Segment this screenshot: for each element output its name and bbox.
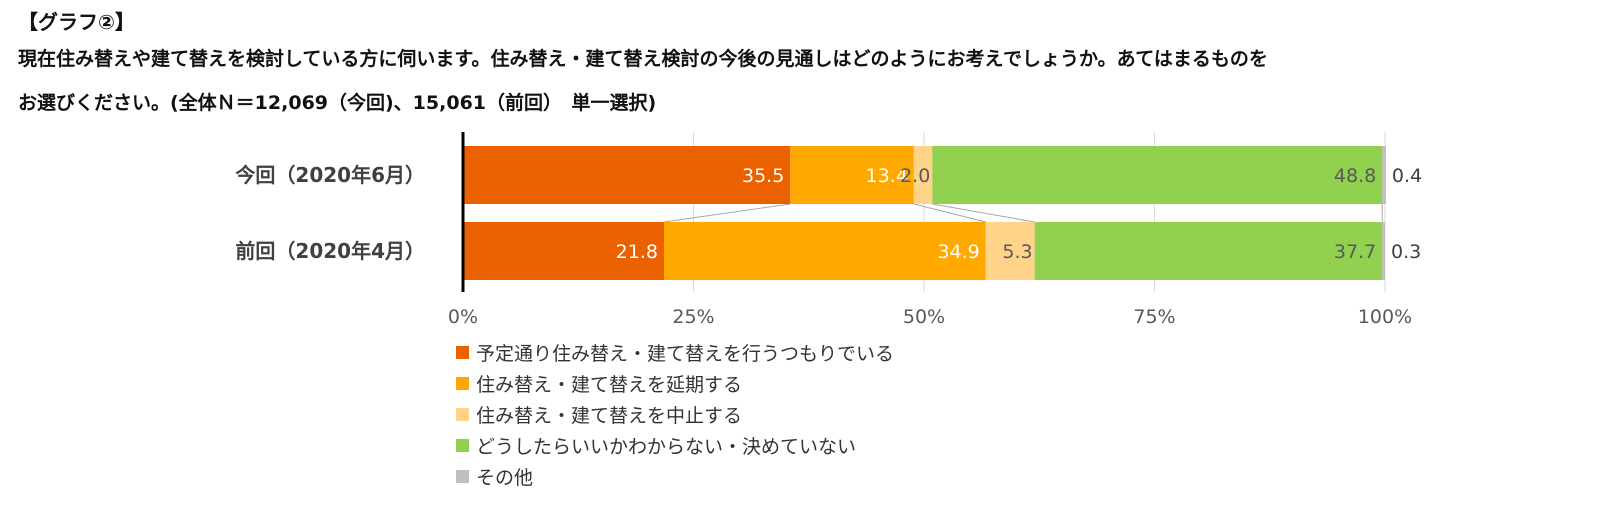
data-label: 37.7 (1334, 241, 1376, 263)
question-text-line1: 現在住み替えや建て替えを検討している方に伺います。住み替え・建て替え検討の今後の… (18, 48, 1268, 70)
legend-swatch (456, 408, 469, 421)
series-connector-line (932, 203, 1035, 223)
data-label: 5.3 (1002, 241, 1032, 263)
legend-swatch (456, 470, 469, 483)
data-label: 2.0 (900, 165, 930, 187)
legend-item: 住み替え・建て替えを延期する (456, 368, 894, 399)
bar-segment (1382, 146, 1386, 204)
data-label: 34.9 (937, 241, 979, 263)
graph-label: 【グラフ②】 (18, 10, 135, 34)
legend-label: その他 (476, 467, 534, 489)
legend-item: その他 (456, 461, 894, 492)
x-tick-label: 75% (1133, 306, 1175, 328)
category-label: 今回（2020年6月） (235, 163, 425, 187)
legend-swatch (456, 377, 469, 390)
bar-segment (463, 222, 664, 280)
bar-segment (790, 146, 914, 204)
chart-legend: 予定通り住み替え・建て替えを行うつもりでいる 住み替え・建て替えを延期する 住み替え… (456, 337, 894, 492)
legend-swatch (456, 439, 469, 452)
x-tick-label: 0% (448, 306, 478, 328)
data-label: 0.4 (1392, 165, 1422, 187)
series-connector-line (913, 203, 986, 223)
x-tick-label: 50% (903, 306, 945, 328)
bar-segment (463, 146, 791, 204)
legend-item: 予定通り住み替え・建て替えを行うつもりでいる (456, 337, 894, 368)
data-label: 35.5 (742, 165, 784, 187)
legend-label: 住み替え・建て替えを中止する (476, 405, 743, 427)
bar-segment (1382, 222, 1385, 280)
bar-segment (1034, 222, 1383, 280)
category-label: 前回（2020年4月） (235, 239, 425, 263)
x-tick-label: 25% (672, 306, 714, 328)
question-text-line2: お選びください。(全体Ｎ＝12,069（今回)、15,061（前回） 単一選択) (18, 92, 657, 114)
legend-label: 住み替え・建て替えを延期する (476, 374, 743, 396)
legend-item: 住み替え・建て替えを中止する (456, 399, 894, 430)
bar-segment (932, 146, 1383, 204)
data-label: 13.4 (866, 165, 908, 187)
legend-label: 予定通り住み替え・建て替えを行うつもりでいる (476, 343, 895, 365)
data-label: 0.3 (1391, 241, 1421, 263)
legend-label: どうしたらいいかわからない・決めていない (476, 436, 857, 458)
series-connector-line (663, 203, 791, 223)
x-tick-label: 100% (1358, 306, 1412, 328)
bar-segment (663, 222, 986, 280)
bar-segment (913, 146, 933, 204)
data-label: 48.8 (1334, 165, 1376, 187)
data-label: 21.8 (616, 241, 658, 263)
legend-item: どうしたらいいかわからない・決めていない (456, 430, 894, 461)
legend-swatch (456, 346, 469, 359)
bar-segment (985, 222, 1035, 280)
